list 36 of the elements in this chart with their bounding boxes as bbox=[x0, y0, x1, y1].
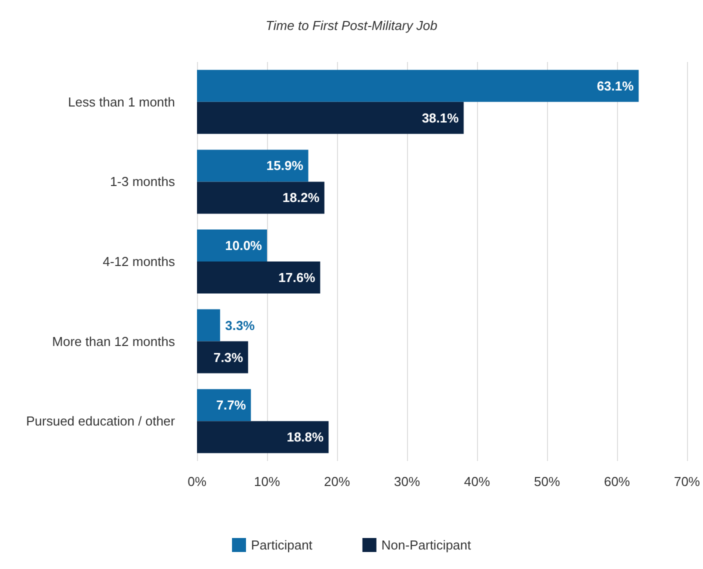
bar bbox=[197, 70, 639, 102]
bar bbox=[197, 421, 329, 454]
data-label: 38.1% bbox=[422, 110, 460, 126]
legend-label: Non-Participant bbox=[381, 538, 472, 552]
x-tick-label: 20% bbox=[324, 474, 350, 489]
data-label: 18.8% bbox=[286, 430, 324, 445]
x-tick-label: 0% bbox=[188, 474, 207, 489]
data-label: 7.7% bbox=[216, 398, 246, 413]
x-tick-label: 30% bbox=[394, 474, 420, 489]
y-tick-label: More than 12 months bbox=[52, 334, 176, 349]
bar bbox=[197, 341, 248, 374]
bar bbox=[197, 150, 308, 182]
bar bbox=[197, 230, 267, 262]
bar bbox=[197, 262, 320, 294]
data-label: 18.2% bbox=[282, 190, 320, 206]
y-tick-label: 1-3 months bbox=[110, 174, 176, 190]
data-label: 63.1% bbox=[596, 78, 634, 94]
data-label: 3.3% bbox=[225, 318, 256, 333]
x-tick-label: 50% bbox=[534, 474, 560, 489]
bar bbox=[197, 102, 464, 134]
legend-label: Participant bbox=[250, 538, 313, 552]
bar bbox=[197, 182, 324, 214]
bar bbox=[197, 389, 251, 422]
y-tick-label: Less than 1 month bbox=[68, 94, 175, 110]
data-label: 10.0% bbox=[225, 238, 262, 253]
x-tick-label: 10% bbox=[254, 474, 280, 489]
data-label: 7.3% bbox=[213, 350, 244, 365]
x-tick-label: 60% bbox=[604, 474, 630, 489]
x-tick-label: 70% bbox=[674, 474, 700, 489]
data-label: 17.6% bbox=[278, 270, 316, 285]
x-tick-label: 40% bbox=[464, 474, 490, 489]
bar bbox=[197, 309, 220, 342]
chart-title: Time to First Post-Military Job bbox=[266, 18, 438, 33]
data-label: 15.9% bbox=[266, 158, 304, 174]
y-tick-label: 4-12 months bbox=[102, 254, 176, 269]
y-tick-label: Pursued education / other bbox=[26, 414, 176, 429]
